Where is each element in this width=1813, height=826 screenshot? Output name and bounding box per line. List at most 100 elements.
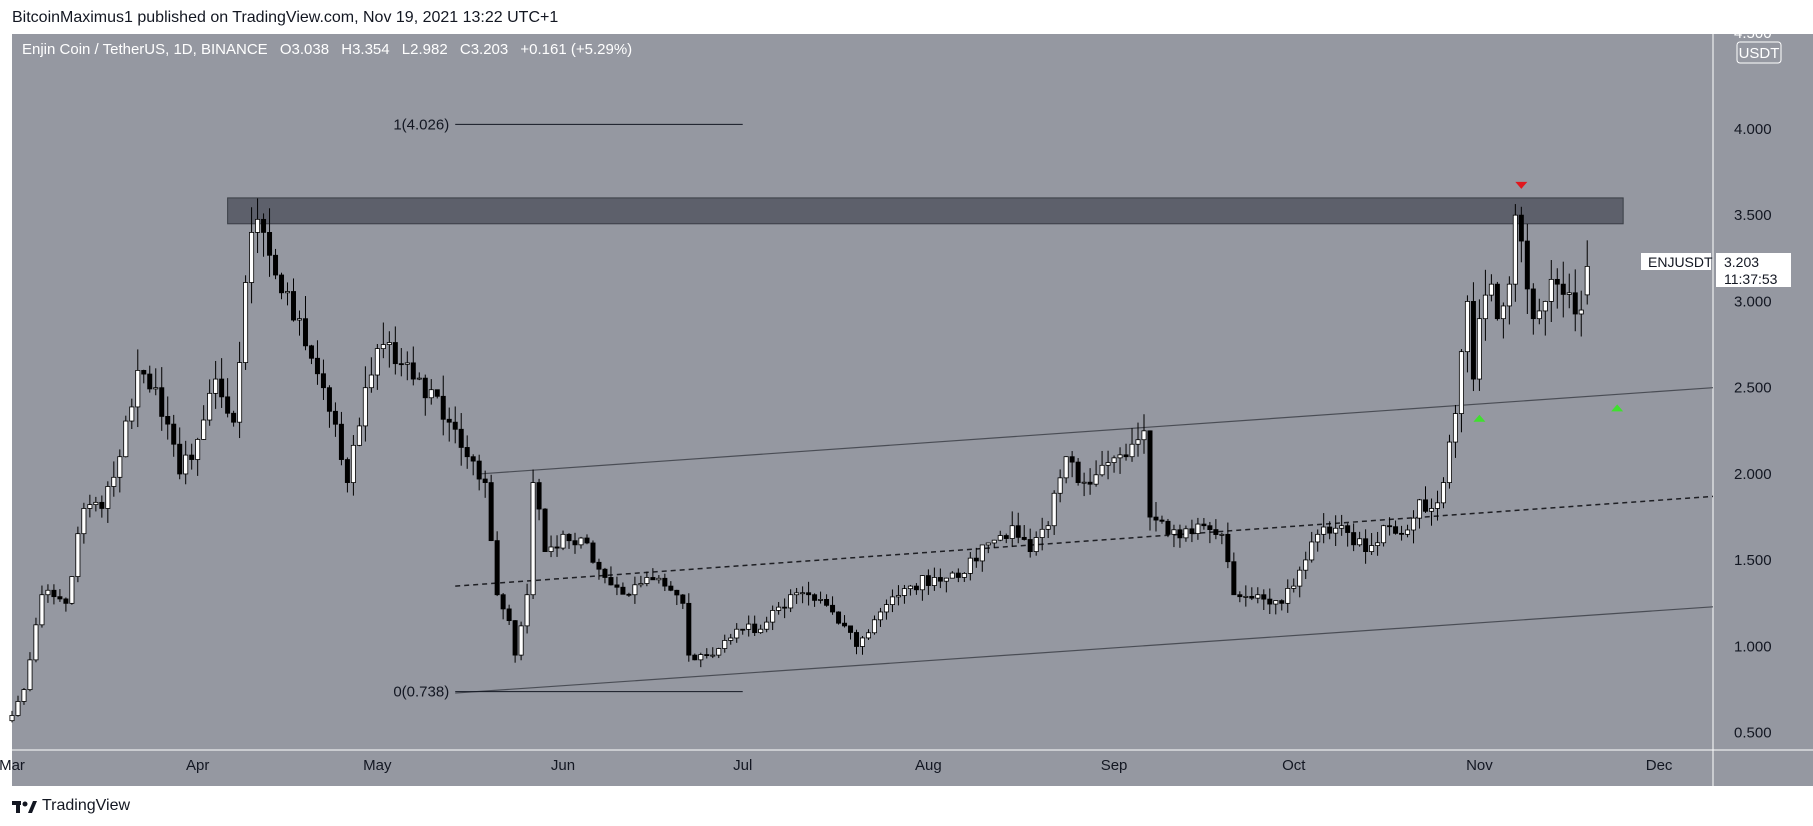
candle[interactable]: [237, 341, 243, 439]
candle[interactable]: [1243, 585, 1249, 607]
candle[interactable]: [1542, 300, 1548, 336]
candle[interactable]: [69, 576, 75, 605]
candle[interactable]: [458, 413, 464, 466]
candle[interactable]: [15, 695, 21, 717]
candle[interactable]: [1249, 587, 1255, 601]
candle[interactable]: [422, 374, 428, 416]
candle[interactable]: [1051, 490, 1057, 535]
candle[interactable]: [1057, 469, 1063, 503]
candle[interactable]: [1171, 524, 1177, 548]
candle[interactable]: [895, 585, 901, 606]
candle[interactable]: [997, 530, 1003, 542]
candle[interactable]: [368, 357, 374, 393]
candle[interactable]: [332, 402, 338, 437]
candle[interactable]: [506, 604, 512, 626]
candle[interactable]: [1387, 517, 1393, 536]
candle[interactable]: [195, 437, 201, 476]
candle[interactable]: [476, 454, 482, 491]
candle[interactable]: [949, 571, 955, 579]
candle[interactable]: [1578, 290, 1584, 337]
candle[interactable]: [1267, 588, 1273, 615]
candle[interactable]: [1075, 458, 1081, 486]
candle[interactable]: [1500, 302, 1506, 339]
candle[interactable]: [1464, 295, 1470, 373]
candle[interactable]: [398, 348, 404, 377]
candle[interactable]: [554, 535, 560, 557]
candle[interactable]: [1351, 523, 1357, 552]
candle[interactable]: [1476, 299, 1482, 391]
candle[interactable]: [1099, 450, 1105, 477]
candle[interactable]: [560, 530, 566, 551]
candle[interactable]: [860, 635, 865, 655]
candle[interactable]: [1434, 490, 1440, 521]
candle[interactable]: [1560, 261, 1566, 318]
candle[interactable]: [1015, 512, 1021, 544]
candle[interactable]: [219, 358, 225, 408]
candle[interactable]: [1237, 591, 1243, 603]
candle[interactable]: [111, 461, 117, 497]
candle[interactable]: [602, 567, 608, 584]
candle[interactable]: [770, 605, 776, 631]
candle[interactable]: [1195, 517, 1201, 540]
candle[interactable]: [1213, 519, 1219, 540]
candle[interactable]: [1411, 510, 1417, 544]
candle[interactable]: [386, 331, 392, 368]
candle[interactable]: [350, 435, 356, 496]
candle[interactable]: [1123, 443, 1129, 461]
candle[interactable]: [919, 575, 925, 601]
candle[interactable]: [662, 573, 668, 592]
candle[interactable]: [213, 360, 219, 409]
candle[interactable]: [656, 575, 662, 584]
candle[interactable]: [1488, 274, 1494, 302]
candle[interactable]: [626, 592, 632, 597]
candle[interactable]: [1153, 502, 1159, 532]
candle[interactable]: [734, 623, 740, 643]
candle[interactable]: [1027, 528, 1033, 558]
candle[interactable]: [584, 534, 590, 545]
candle[interactable]: [1327, 521, 1333, 540]
candle[interactable]: [1423, 486, 1429, 513]
candle[interactable]: [877, 607, 883, 627]
candle[interactable]: [883, 599, 889, 620]
candle[interactable]: [1087, 468, 1093, 495]
candle[interactable]: [87, 494, 93, 518]
candle[interactable]: [590, 540, 596, 564]
candle[interactable]: [440, 375, 446, 436]
candle[interactable]: [410, 346, 416, 386]
candle[interactable]: [1572, 269, 1578, 332]
candle[interactable]: [985, 542, 991, 554]
candle[interactable]: [1470, 282, 1476, 392]
candle[interactable]: [1129, 428, 1135, 462]
candle[interactable]: [434, 389, 440, 399]
candle[interactable]: [1147, 430, 1153, 531]
candle[interactable]: [1081, 472, 1087, 497]
candle[interactable]: [57, 589, 63, 602]
candle[interactable]: [794, 587, 800, 604]
candle[interactable]: [243, 275, 249, 370]
candle[interactable]: [955, 568, 961, 583]
candle[interactable]: [1105, 450, 1111, 480]
candle[interactable]: [536, 478, 542, 521]
time-axis-area[interactable]: [12, 750, 1813, 786]
candle[interactable]: [141, 369, 147, 384]
candle[interactable]: [1393, 520, 1399, 535]
candle[interactable]: [291, 278, 296, 322]
candle[interactable]: [1273, 600, 1279, 615]
candle[interactable]: [1536, 298, 1542, 325]
candle[interactable]: [650, 568, 656, 581]
candle[interactable]: [961, 572, 967, 582]
candle[interactable]: [1345, 523, 1351, 547]
candle[interactable]: [530, 469, 536, 599]
candle[interactable]: [848, 625, 854, 640]
candle[interactable]: [1183, 525, 1189, 542]
candle[interactable]: [279, 272, 285, 300]
candle[interactable]: [967, 552, 973, 581]
candle[interactable]: [620, 582, 626, 595]
candle[interactable]: [39, 585, 45, 628]
candle[interactable]: [201, 405, 207, 440]
candle[interactable]: [308, 344, 314, 365]
candle[interactable]: [1303, 551, 1309, 579]
candle[interactable]: [638, 575, 644, 588]
candle[interactable]: [494, 531, 500, 597]
candle[interactable]: [596, 558, 602, 580]
